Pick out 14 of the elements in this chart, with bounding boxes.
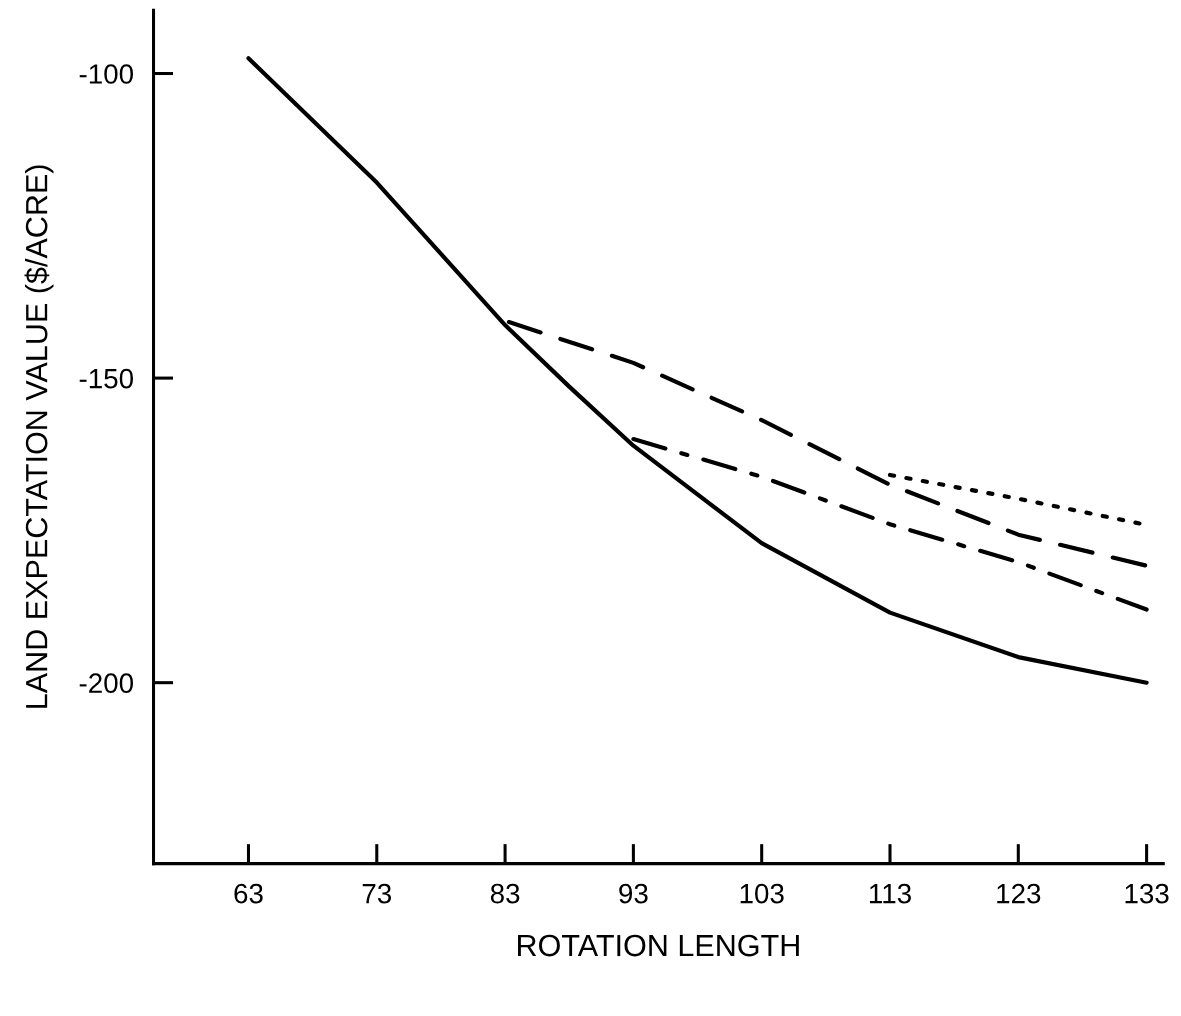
line-series — [246, 56, 1149, 685]
x-tick-label: 73 — [362, 883, 392, 904]
x-tick-label: 63 — [234, 883, 263, 904]
y-axis-title: LAND EXPECTATION VALUE ($/ACRE) — [24, 165, 54, 708]
x-tick-label: 83 — [490, 883, 520, 904]
x-tick-label: 93 — [619, 883, 648, 904]
x-tick-label: 123 — [997, 883, 1041, 904]
y-tick-label: -150 — [79, 368, 133, 389]
x-tick-label: 103 — [740, 883, 784, 904]
y-tick-label: -100 — [79, 64, 133, 84]
x-tick-label: 113 — [869, 883, 911, 904]
x-axis-title: ROTATION LENGTH — [518, 934, 799, 957]
y-tick-label: -200 — [79, 673, 133, 694]
x-tick-label: 133 — [1125, 883, 1169, 904]
